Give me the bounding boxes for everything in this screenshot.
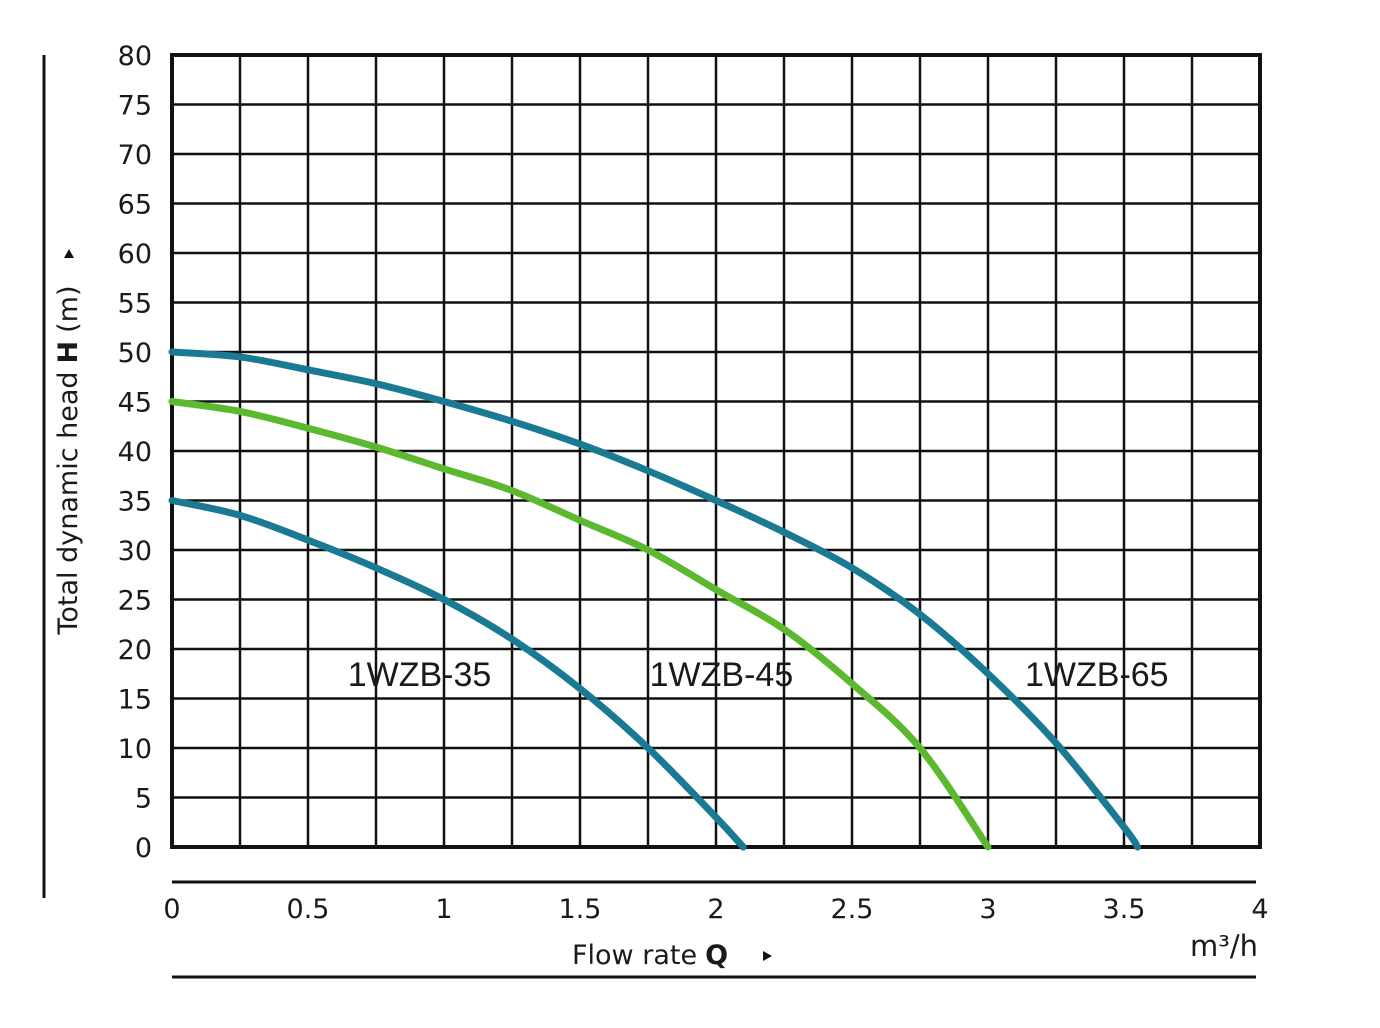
y-tick-label: 50 <box>118 338 152 369</box>
y-tick-label: 60 <box>118 239 152 270</box>
x-axis-arrow-icon <box>763 951 772 961</box>
y-tick-label: 15 <box>118 685 152 716</box>
series-line-1wzb-35 <box>168 497 747 851</box>
y-tick-label: 10 <box>118 734 152 765</box>
grid <box>172 55 1260 847</box>
y-tick-label: 80 <box>118 41 152 72</box>
y-tick-label: 0 <box>135 833 152 864</box>
y-tick-label: 25 <box>118 586 152 617</box>
y-tick-label: 5 <box>135 784 152 815</box>
y-axis-title: Total dynamic headH(m) <box>53 285 84 635</box>
y-axis-arrow-icon <box>64 249 74 258</box>
x-tick-label: 0.5 <box>287 894 330 925</box>
y-tick-label: 45 <box>118 388 152 419</box>
x-tick-labels: 0 0.5 1 1.5 2 2.5 3 3.5 4 <box>163 894 1268 925</box>
y-tick-label: 55 <box>118 289 152 320</box>
series-line-1wzb-45 <box>168 398 992 851</box>
x-tick-label: 3 <box>979 894 996 925</box>
y-tick-label: 75 <box>118 91 152 122</box>
series-line-1wzb-65 <box>168 348 1142 851</box>
x-tick-label: 2.5 <box>831 894 874 925</box>
x-tick-label: 1 <box>435 894 452 925</box>
y-tick-label: 40 <box>118 437 152 468</box>
y-tick-label: 30 <box>118 536 152 567</box>
plot-border <box>170 53 1262 849</box>
y-tick-label: 20 <box>118 635 152 666</box>
x-axis-unit: m³/h <box>1190 929 1258 963</box>
x-tick-label: 3.5 <box>1103 894 1146 925</box>
series-group <box>168 348 1142 851</box>
series-labels: 1WZB-35 1WZB-45 1WZB-65 <box>348 656 1169 694</box>
x-tick-label: 4 <box>1251 894 1268 925</box>
series-label-1wzb-65: 1WZB-65 <box>1025 656 1169 694</box>
y-axis-title-group: Total dynamic headH(m) <box>53 285 84 635</box>
y-tick-label: 35 <box>118 487 152 518</box>
y-tick-label: 70 <box>118 140 152 171</box>
y-tick-label: 65 <box>118 190 152 221</box>
series-label-1wzb-35: 1WZB-35 <box>348 656 492 694</box>
series-label-1wzb-45: 1WZB-45 <box>650 656 794 694</box>
y-tick-labels: 0 5 10 15 20 25 30 35 40 45 50 55 60 65 70 75 80 <box>118 41 152 864</box>
x-tick-label: 2 <box>707 894 724 925</box>
x-axis-title: Flow rate Q <box>572 940 728 971</box>
x-tick-label: 1.5 <box>559 894 602 925</box>
x-tick-label: 0 <box>163 894 180 925</box>
